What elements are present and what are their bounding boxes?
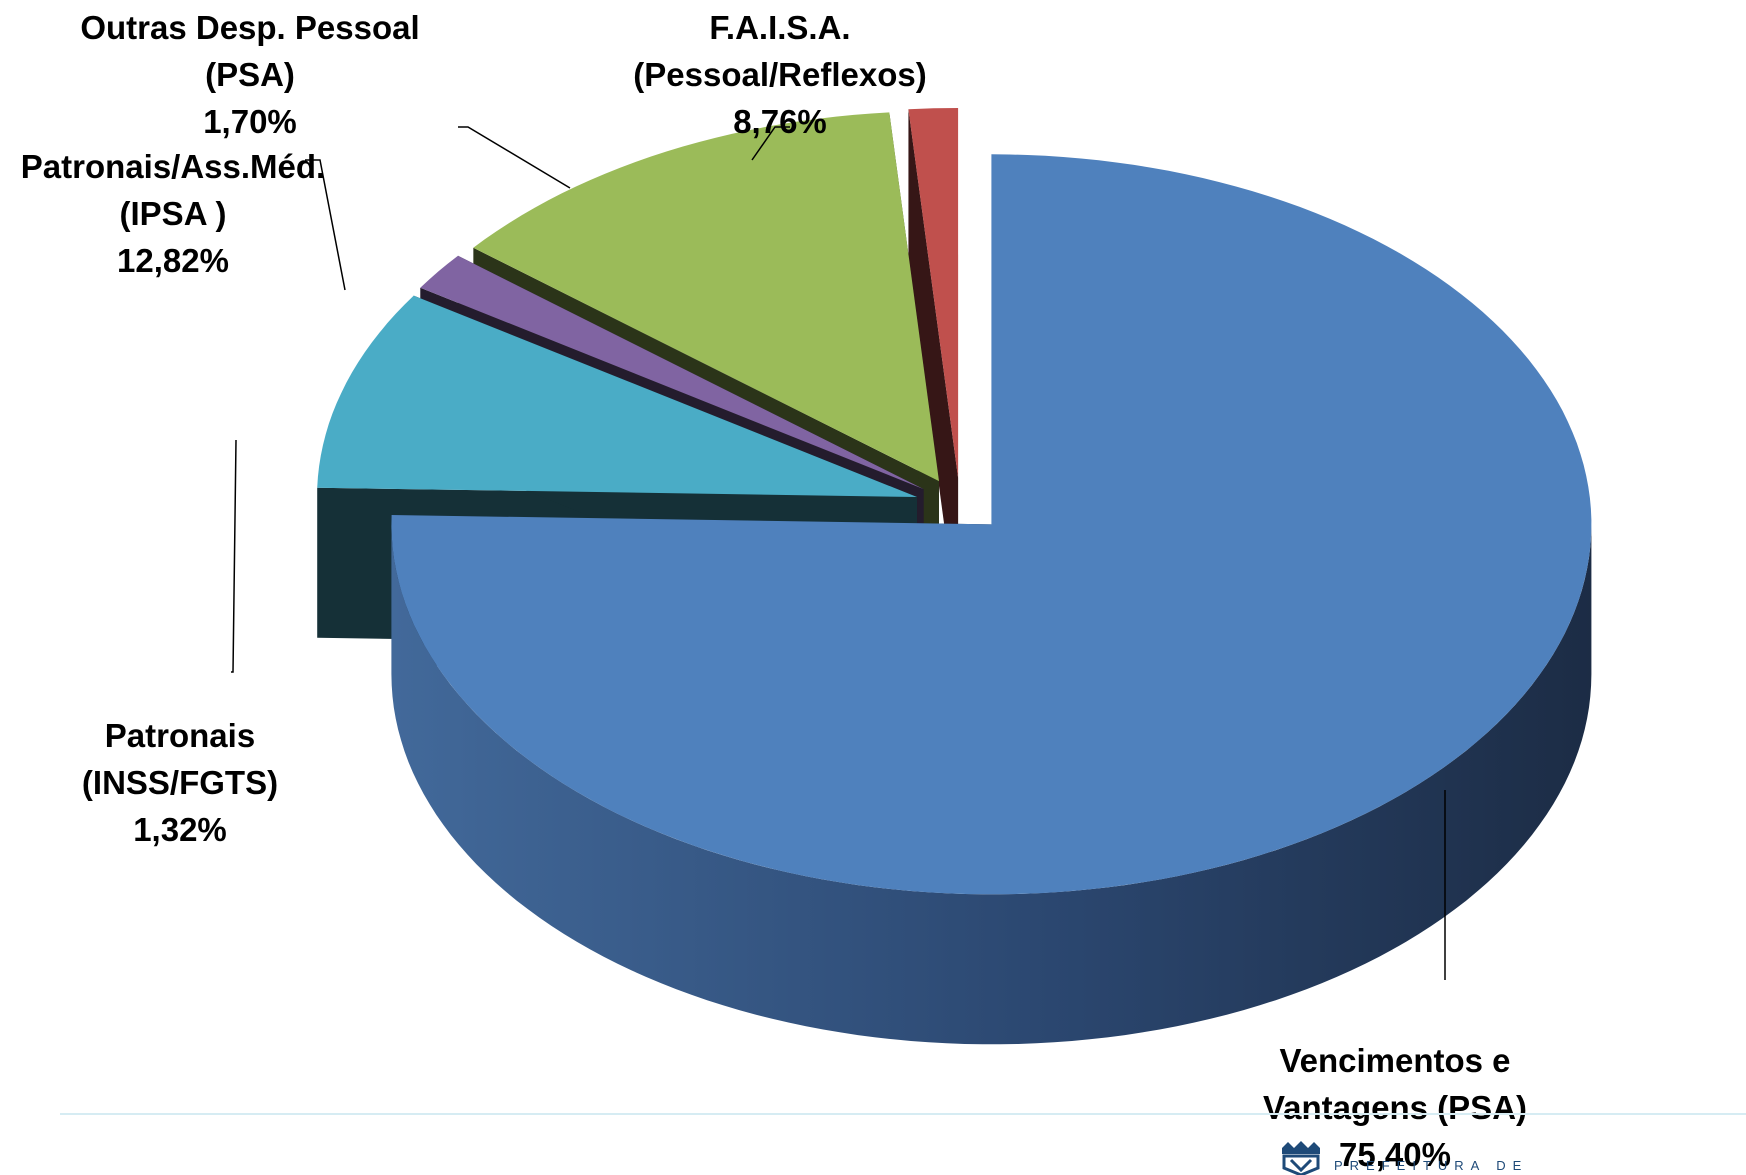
footer-logo-text: PREFEITURA DE (1334, 1158, 1529, 1173)
label-patronais-ipsa: Patronais/Ass.Méd. (IPSA ) 12,82% (0, 143, 358, 284)
label-patronais-ipsa-line1: Patronais/Ass.Méd. (20, 148, 326, 185)
pie-slice-vencimentos (391, 154, 1592, 1045)
leader-line-outras (458, 126, 571, 189)
pie-slice-patronais_inss (908, 108, 959, 629)
footer-logo: PREFEITURA DE (1272, 1140, 1632, 1175)
leader-line-patronais_ipsa (305, 159, 346, 291)
label-patronais-inss-line2: (INSS/FGTS) (81, 764, 279, 801)
label-faisa-line1: F.A.I.S.A. (709, 9, 851, 46)
label-vencimentos: Vencimentos e Vantagens (PSA) 75,40% (1190, 1037, 1600, 1175)
label-faisa-pct: 8,76% (733, 103, 827, 140)
label-patronais-inss-line1: Patronais (104, 717, 256, 754)
label-faisa: F.A.I.S.A. (Pessoal/Reflexos) 8,76% (580, 4, 980, 145)
label-patronais-inss: Patronais (INSS/FGTS) 1,32% (40, 712, 320, 853)
leader-line-faisa (751, 126, 790, 161)
city-crest-icon (1282, 1141, 1320, 1175)
label-outras: Outras Desp. Pessoal (PSA) 1,70% (40, 4, 460, 145)
label-vencimentos-pct: 75,40% (1339, 1136, 1451, 1173)
label-patronais-ipsa-pct: 12,82% (117, 242, 229, 279)
label-vencimentos-line1: Vencimentos e (1279, 1042, 1511, 1079)
label-outras-pct: 1,70% (203, 103, 297, 140)
footer-divider (60, 1113, 1746, 1115)
label-vencimentos-line2: Vantagens (PSA) (1262, 1089, 1528, 1126)
label-outras-line2: (PSA) (205, 56, 295, 93)
label-patronais-inss-pct: 1,32% (133, 811, 227, 848)
leader-line-patronais_inss (231, 439, 237, 673)
label-outras-line1: Outras Desp. Pessoal (80, 9, 420, 46)
label-patronais-ipsa-line2: (IPSA ) (119, 195, 227, 232)
label-faisa-line2: (Pessoal/Reflexos) (633, 56, 927, 93)
leader-lines (231, 126, 1446, 980)
